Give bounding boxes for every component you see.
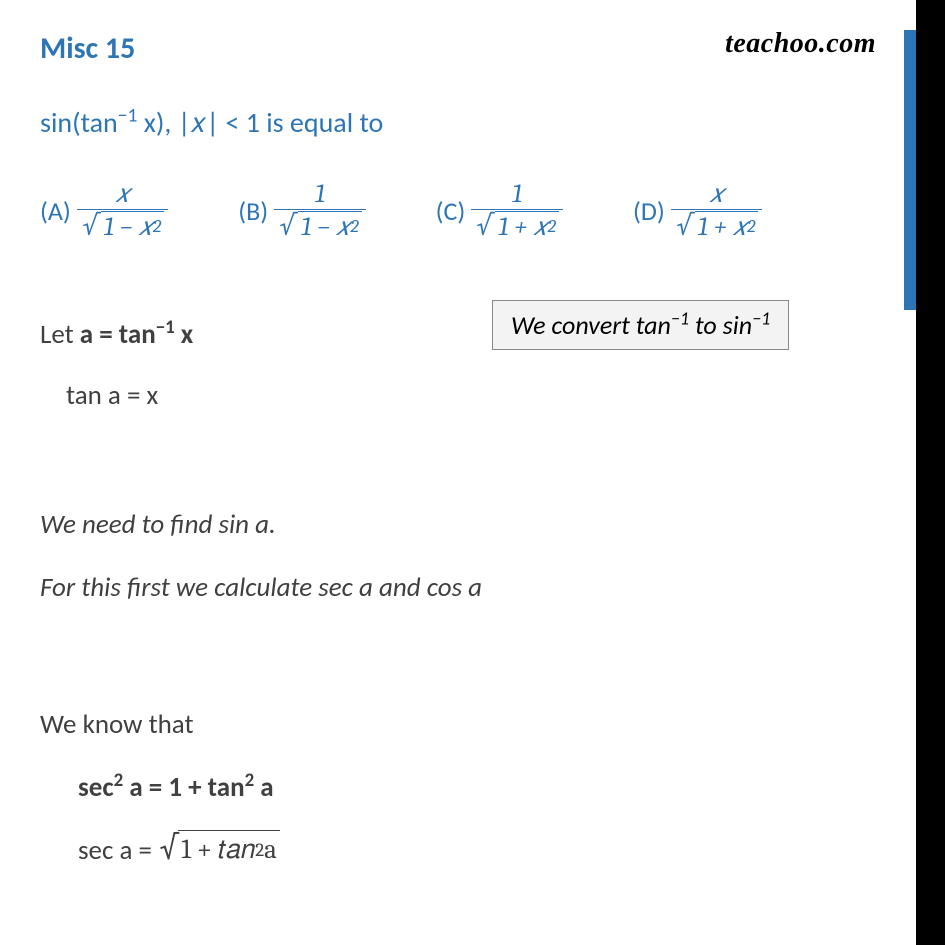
body-line-3: For this first we calculate sec a and co… — [40, 571, 876, 604]
option-c-label: (C) — [436, 195, 466, 227]
option-a-fraction: 𝑥 √1 − 𝑥2 — [77, 180, 168, 242]
body-line-4: We know that — [40, 708, 876, 741]
option-c: (C) 1 √1 + 𝑥2 — [436, 180, 563, 242]
option-a-denominator: √1 − 𝑥2 — [77, 209, 168, 242]
option-b-label: (B) — [238, 195, 268, 227]
solution-body: Let a = tan−1 x tan a = x We need to fin… — [40, 318, 876, 868]
body-last-line: sec a = √1 + 𝑡𝑎𝑛2 a — [78, 830, 876, 868]
question-text: sin(tan−1 x), |𝑥| < 1 is equal to — [40, 105, 876, 140]
hint-box: We convert tan−1 to sin−1 — [492, 300, 789, 350]
option-d-label: (D) — [633, 195, 665, 227]
option-a-label: (A) — [40, 195, 71, 227]
option-d: (D) 𝑥 √1 + 𝑥2 — [633, 180, 762, 242]
option-a-numerator: 𝑥 — [111, 180, 133, 209]
option-b-fraction: 1 √1 − 𝑥2 — [274, 180, 365, 242]
side-stripe — [904, 30, 916, 310]
body-line-1: tan a = x — [66, 379, 876, 412]
option-d-fraction: 𝑥 √1 + 𝑥2 — [671, 180, 763, 242]
page: teachoo.com Misc 15 sin(tan−1 x), |𝑥| < … — [0, 0, 916, 945]
options-row: (A) 𝑥 √1 − 𝑥2 (B) 1 √1 − 𝑥2 (C) 1 — [40, 180, 876, 242]
option-a: (A) 𝑥 √1 − 𝑥2 — [40, 180, 168, 242]
body-line-5: sec2 a = 1 + tan2 a — [78, 771, 876, 804]
watermark: teachoo.com — [725, 28, 876, 60]
body-line-2: We need to find sin a. — [40, 508, 876, 541]
option-c-fraction: 1 √1 + 𝑥2 — [471, 180, 563, 242]
option-b: (B) 1 √1 − 𝑥2 — [238, 180, 365, 242]
question-inner: sin(tan−1 x), |𝑥| < 1 is equal to — [40, 105, 383, 140]
